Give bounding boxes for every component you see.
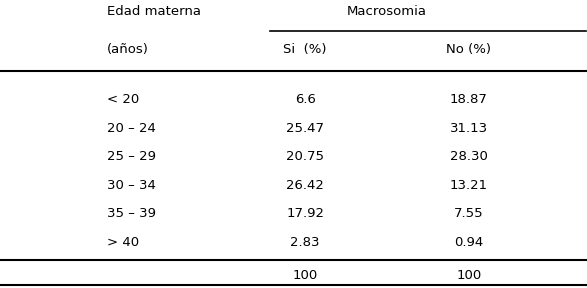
Text: 18.87: 18.87 — [450, 93, 488, 106]
Text: 7.55: 7.55 — [454, 207, 484, 220]
Text: 28.30: 28.30 — [450, 150, 488, 163]
Text: 6.6: 6.6 — [295, 93, 316, 106]
Text: (años): (años) — [107, 43, 149, 56]
Text: Macrosomia: Macrosomia — [347, 5, 427, 18]
Text: 20 – 24: 20 – 24 — [107, 122, 156, 135]
Text: 26.42: 26.42 — [286, 179, 324, 192]
Text: No (%): No (%) — [446, 43, 491, 56]
Text: 17.92: 17.92 — [286, 207, 324, 220]
Text: 2.83: 2.83 — [291, 236, 320, 249]
Text: 25.47: 25.47 — [286, 122, 324, 135]
Text: 35 – 39: 35 – 39 — [107, 207, 156, 220]
Text: 100: 100 — [456, 269, 481, 282]
Text: 20.75: 20.75 — [286, 150, 324, 163]
Text: Si  (%): Si (%) — [284, 43, 327, 56]
Text: 13.21: 13.21 — [450, 179, 488, 192]
Text: 31.13: 31.13 — [450, 122, 488, 135]
Text: < 20: < 20 — [107, 93, 139, 106]
Text: 25 – 29: 25 – 29 — [107, 150, 156, 163]
Text: Edad materna: Edad materna — [107, 5, 201, 18]
Text: 30 – 34: 30 – 34 — [107, 179, 156, 192]
Text: 0.94: 0.94 — [454, 236, 483, 249]
Text: > 40: > 40 — [107, 236, 139, 249]
Text: 100: 100 — [292, 269, 318, 282]
